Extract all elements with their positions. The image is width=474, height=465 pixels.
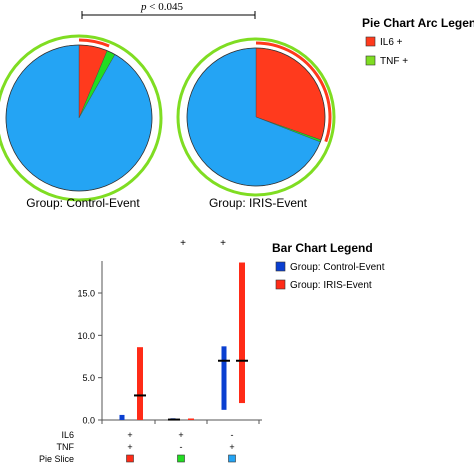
pie-slice-swatch [126,454,134,463]
significance-plus: + [220,238,226,249]
pie-outline [186,47,326,187]
row-label-tnf: TNF [57,442,75,452]
legend-swatch-iris [275,279,286,290]
bar-range-control [221,346,227,410]
legend-label-tnf: TNF + [380,56,408,67]
pie-iris-title: Group: IRIS-Event [209,196,308,210]
bar-range-iris [239,262,245,404]
bar-legend-title: Bar Chart Legend [272,241,373,255]
legend-swatch-il6 [365,36,376,47]
pie-outline [5,44,153,192]
p-value-label: p < 0.045 [140,1,183,13]
tnf-sign: - [180,442,183,452]
row-label-il6: IL6 [61,430,74,440]
pie-slice-swatch [228,454,236,463]
arc-tnf [0,34,163,202]
il6-sign: + [127,430,132,440]
pie-slice-3 [5,44,153,192]
il6-sign: - [231,430,234,440]
y-tick-label: 5.0 [82,373,95,383]
arc-il6 [255,41,332,143]
y-tick-label: 0.0 [82,416,95,426]
tnf-sign: + [229,442,234,452]
legend-label-il6: IL6 + [380,37,403,48]
bar-chart-legend: Bar Chart Legend Group: Control-Event Gr… [272,241,385,291]
significance-bracket: p < 0.045 [81,1,256,19]
bar-range-iris [188,418,194,420]
legend-swatch-control [275,261,286,272]
arc-tnf [176,37,336,197]
il6-sign: + [178,430,183,440]
significance-plus: + [180,238,186,249]
y-tick-label: 15.0 [77,289,95,299]
pie-control-event [0,34,163,202]
bar-chart: 0.0 5.0 10.0 15.0 + + + + + - - + [77,238,262,463]
pie-iris-event [176,37,336,197]
y-tick-label: 10.0 [77,331,95,341]
pie-legend-title: Pie Chart Arc Legend [362,16,474,30]
row-label-pie-slice: Pie Slice [39,454,74,464]
pie-slice-swatch [177,454,185,463]
arc-il6 [78,38,110,48]
legend-label-iris: Group: IRIS-Event [290,280,372,291]
pie-arc-legend: Pie Chart Arc Legend IL6 + TNF + [362,16,474,67]
legend-label-control: Group: Control-Event [290,262,385,273]
pie-control-title: Group: Control-Event [26,196,140,210]
bar-range-control [119,414,125,420]
bar-range-iris [137,347,143,420]
legend-swatch-tnf [365,55,376,66]
tnf-sign: + [127,442,132,452]
